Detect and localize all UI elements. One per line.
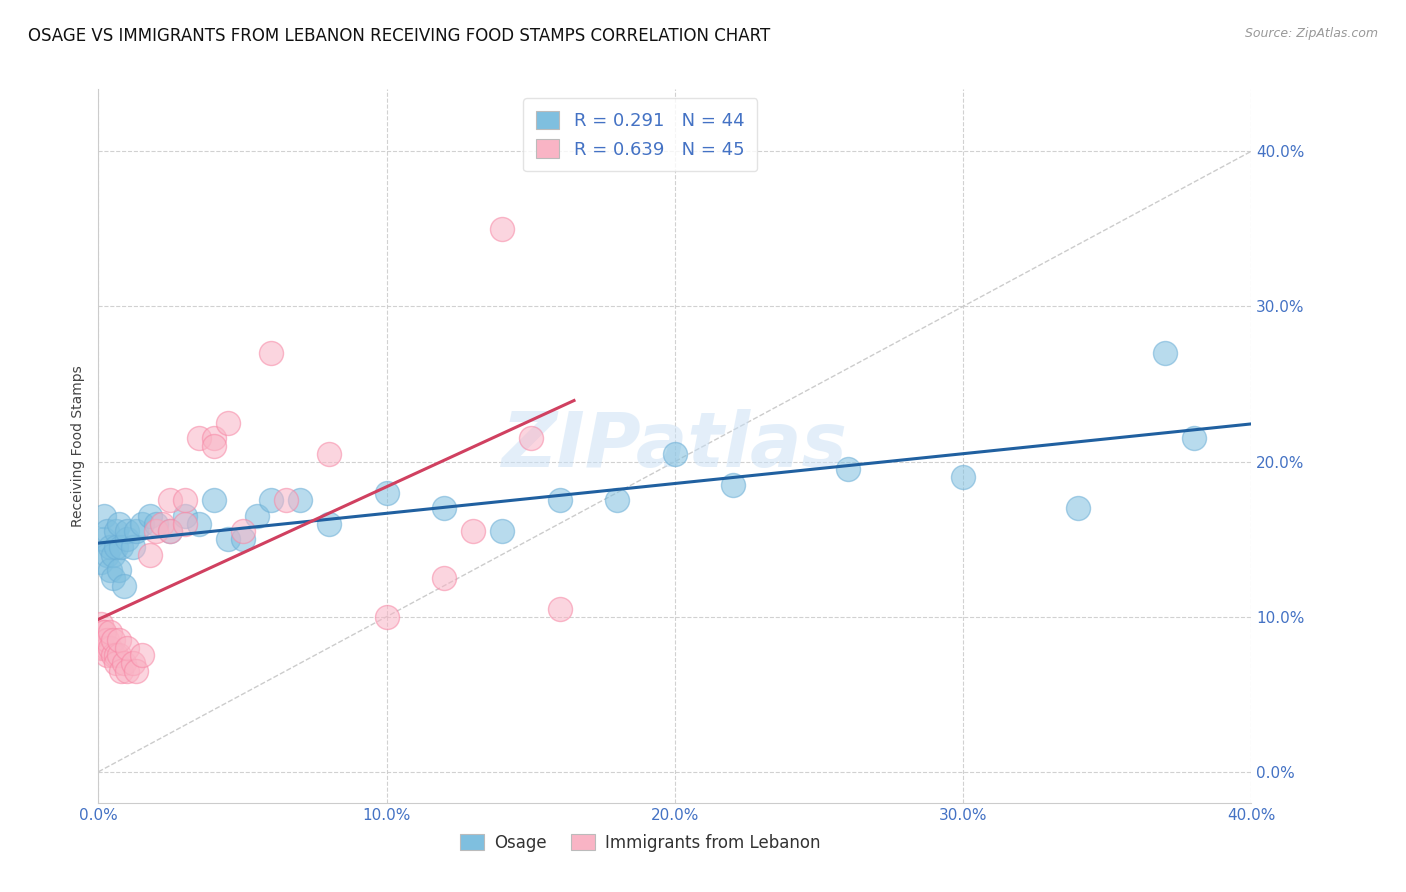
Point <box>131 516 153 531</box>
Point <box>104 540 127 554</box>
Point <box>145 516 167 531</box>
Point <box>202 439 225 453</box>
Point <box>93 532 115 546</box>
Point <box>721 477 744 491</box>
Point <box>260 346 283 360</box>
Point <box>433 571 456 585</box>
Point <box>107 648 129 663</box>
Text: ZIPatlas: ZIPatlas <box>502 409 848 483</box>
Point <box>837 462 859 476</box>
Point <box>125 664 148 678</box>
Point <box>101 648 124 663</box>
Point <box>159 524 181 539</box>
Point <box>101 571 124 585</box>
Point <box>202 431 225 445</box>
Point <box>125 524 148 539</box>
Point <box>188 516 211 531</box>
Point <box>290 493 312 508</box>
Point <box>93 640 115 655</box>
Legend: Osage, Immigrants from Lebanon: Osage, Immigrants from Lebanon <box>454 828 827 859</box>
Point <box>90 617 112 632</box>
Point <box>174 508 197 523</box>
Point <box>246 508 269 523</box>
Point <box>664 447 686 461</box>
Point <box>101 632 124 647</box>
Point <box>93 625 115 640</box>
Point <box>96 524 118 539</box>
Point <box>117 640 139 655</box>
Point <box>93 508 115 523</box>
Point <box>139 508 162 523</box>
Point <box>491 222 513 236</box>
Point <box>112 579 135 593</box>
Point <box>139 548 162 562</box>
Point <box>96 648 118 663</box>
Point <box>231 532 254 546</box>
Text: OSAGE VS IMMIGRANTS FROM LEBANON RECEIVING FOOD STAMPS CORRELATION CHART: OSAGE VS IMMIGRANTS FROM LEBANON RECEIVI… <box>28 27 770 45</box>
Point <box>1182 431 1205 445</box>
Point <box>318 447 340 461</box>
Point <box>548 602 571 616</box>
Point <box>1153 346 1175 360</box>
Point <box>260 493 283 508</box>
Point <box>96 640 118 655</box>
Point <box>98 540 121 554</box>
Point <box>188 431 211 445</box>
Point <box>107 516 129 531</box>
Point <box>90 632 112 647</box>
Point <box>274 493 297 508</box>
Point <box>174 516 197 531</box>
Point <box>202 493 225 508</box>
Point <box>96 632 118 647</box>
Point <box>98 625 121 640</box>
Point <box>318 516 340 531</box>
Point <box>548 493 571 508</box>
Point <box>606 493 628 508</box>
Point <box>174 493 197 508</box>
Point <box>1067 501 1090 516</box>
Point <box>107 563 129 577</box>
Point <box>104 648 127 663</box>
Point <box>90 640 112 655</box>
Point <box>101 548 124 562</box>
Point <box>90 555 112 569</box>
Y-axis label: Receiving Food Stamps: Receiving Food Stamps <box>72 365 86 527</box>
Point <box>98 640 121 655</box>
Point <box>952 470 974 484</box>
Point <box>104 656 127 670</box>
Point <box>117 664 139 678</box>
Point <box>159 493 181 508</box>
Point <box>122 540 145 554</box>
Point <box>107 632 129 647</box>
Point <box>217 532 239 546</box>
Text: Source: ZipAtlas.com: Source: ZipAtlas.com <box>1244 27 1378 40</box>
Point <box>231 524 254 539</box>
Point <box>104 524 127 539</box>
Point <box>98 563 121 577</box>
Point <box>145 524 167 539</box>
Point <box>150 516 173 531</box>
Point <box>217 416 239 430</box>
Point <box>375 485 398 500</box>
Point <box>122 656 145 670</box>
Point <box>375 609 398 624</box>
Point <box>110 664 132 678</box>
Point <box>117 524 139 539</box>
Point <box>461 524 484 539</box>
Point <box>131 648 153 663</box>
Point <box>433 501 456 516</box>
Point <box>491 524 513 539</box>
Point <box>93 625 115 640</box>
Point <box>159 524 181 539</box>
Point <box>112 656 135 670</box>
Point <box>110 540 132 554</box>
Point <box>520 431 543 445</box>
Point <box>96 548 118 562</box>
Point <box>117 532 139 546</box>
